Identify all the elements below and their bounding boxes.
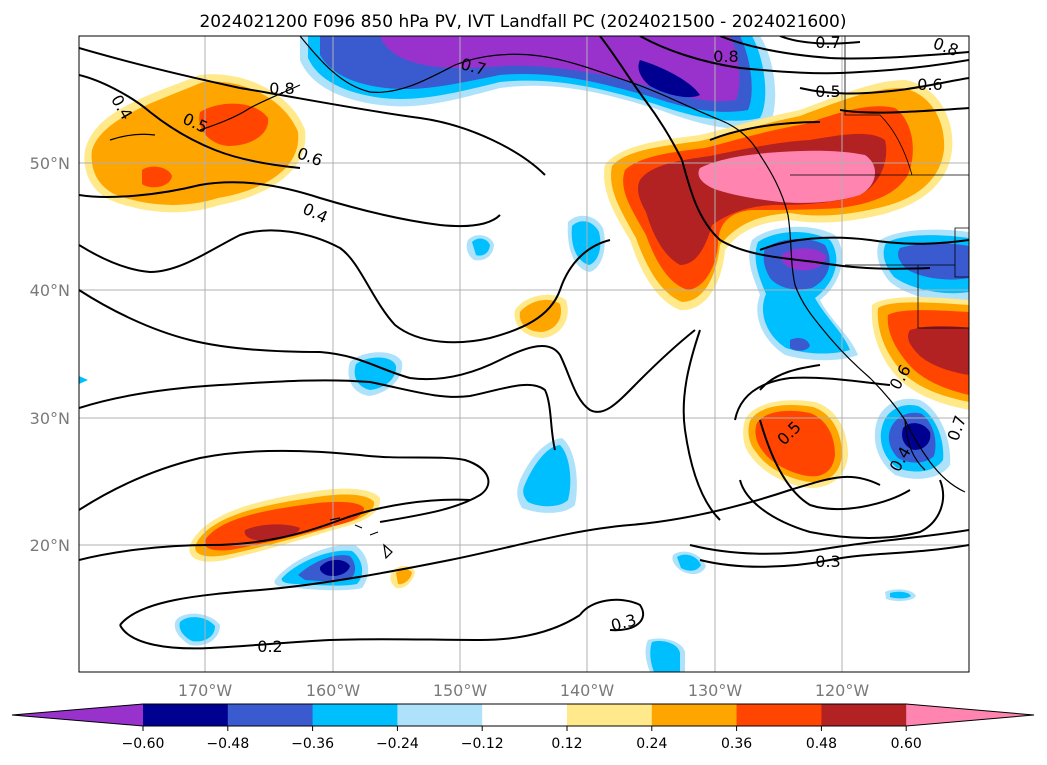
political-borders xyxy=(790,36,969,329)
contour-label: 0.6 xyxy=(917,75,942,94)
colorbar-tick-label: 0.36 xyxy=(721,736,752,752)
pv-negative-area xyxy=(319,559,350,576)
colorbar-segment xyxy=(567,704,653,726)
colorbar-segment xyxy=(227,704,314,726)
contour-label: 0.5 xyxy=(815,82,840,101)
map-frame xyxy=(78,35,970,673)
colorbar-tick-label: −0.24 xyxy=(376,736,419,752)
colorbar-tick-label: 0.24 xyxy=(636,736,667,752)
pv-positive-area xyxy=(908,325,969,375)
lon-label: 120°W xyxy=(815,681,870,700)
pv-negative-area xyxy=(179,617,215,642)
lat-label: 20°N xyxy=(30,536,70,555)
lat-label: 30°N xyxy=(30,409,70,428)
graticule xyxy=(79,36,969,672)
colorbar-tick-label: 0.60 xyxy=(891,736,922,752)
pv-shading xyxy=(79,36,969,672)
pv-positive-area xyxy=(396,569,412,585)
lon-label: 160°W xyxy=(306,681,361,700)
lat-label: 50°N xyxy=(30,154,70,173)
colorbar-segment xyxy=(821,704,907,726)
pv-positive-area xyxy=(142,166,172,188)
colorbar-tick-label: 0.48 xyxy=(806,736,837,752)
colorbar-extend-max xyxy=(906,704,1034,726)
colorbar-segment xyxy=(482,704,568,726)
pv-negative-area xyxy=(890,591,911,599)
latitude-labels: 50°N 40°N 30°N 20°N xyxy=(30,154,70,555)
lon-label: 170°W xyxy=(178,681,233,700)
contour-label: 0.8 xyxy=(713,47,738,66)
colorbar-segment xyxy=(397,704,483,726)
colorbar-extend-min xyxy=(12,704,143,726)
pv-positive-area xyxy=(199,103,269,146)
colorbar-tick-label: −0.36 xyxy=(291,736,334,752)
lat-label: 40°N xyxy=(30,281,70,300)
colorbar-segment xyxy=(736,704,822,726)
contour-label: 0.3 xyxy=(815,552,840,571)
colorbar-tick-label: −0.60 xyxy=(122,736,165,752)
ivt-pc-contours xyxy=(79,36,969,650)
lon-label: 140°W xyxy=(560,681,615,700)
pv-negative-area xyxy=(650,641,680,672)
colorbar-tick-label: −0.48 xyxy=(206,736,249,752)
coastlines xyxy=(109,36,966,560)
map-panel: 0.8 0.4 0.5 0.6 0.4 0.7 0.8 0.7 0.8 0.6 … xyxy=(78,33,970,673)
colorbar: −0.60 −0.48 −0.36 −0.24 −0.12 0.12 0.24 0.36 0.4… xyxy=(11,703,1035,752)
colorbar-segment xyxy=(312,704,398,726)
figure-title: 2024021200 F096 850 hPa PV, IVT Landfall… xyxy=(199,12,846,32)
contour-label: 0.8 xyxy=(269,79,294,98)
contour-label: 0.2 xyxy=(257,637,282,656)
pv-negative-area xyxy=(677,554,701,571)
pv-negative-area xyxy=(472,238,490,256)
pv-negative-area xyxy=(790,338,810,351)
colorbar-tick-label: −0.12 xyxy=(461,736,504,752)
pv-negative-area xyxy=(571,221,601,265)
pv-negative-area xyxy=(79,376,88,384)
lon-label: 130°W xyxy=(688,681,743,700)
contour-label: 0.7 xyxy=(815,33,840,52)
pv-negative-area xyxy=(898,243,969,280)
pv-positive-area xyxy=(698,150,876,203)
pv-negative-area xyxy=(523,445,571,507)
lon-label: 150°W xyxy=(433,681,488,700)
colorbar-segment xyxy=(143,704,229,726)
longitude-labels: 170°W 160°W 150°W 140°W 130°W 120°W xyxy=(178,681,870,700)
colorbar-segment xyxy=(651,704,738,726)
colorbar-tick-label: 0.12 xyxy=(551,736,582,752)
pv-negative-area xyxy=(638,60,700,98)
